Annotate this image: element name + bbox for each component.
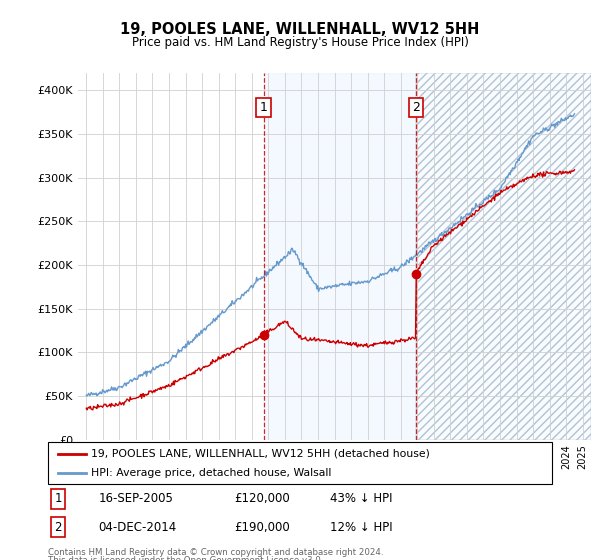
- Text: Contains HM Land Registry data © Crown copyright and database right 2024.: Contains HM Land Registry data © Crown c…: [48, 548, 383, 557]
- FancyBboxPatch shape: [48, 442, 552, 484]
- Text: 2: 2: [55, 521, 62, 534]
- Text: 1: 1: [260, 101, 268, 114]
- Text: 43% ↓ HPI: 43% ↓ HPI: [330, 492, 393, 506]
- Text: This data is licensed under the Open Government Licence v3.0.: This data is licensed under the Open Gov…: [48, 556, 323, 560]
- Bar: [416, 73, 591, 440]
- Text: 19, POOLES LANE, WILLENHALL, WV12 5HH: 19, POOLES LANE, WILLENHALL, WV12 5HH: [121, 22, 479, 38]
- Text: Price paid vs. HM Land Registry's House Price Index (HPI): Price paid vs. HM Land Registry's House …: [131, 36, 469, 49]
- Text: HPI: Average price, detached house, Walsall: HPI: Average price, detached house, Wals…: [91, 468, 331, 478]
- Text: 12% ↓ HPI: 12% ↓ HPI: [330, 521, 393, 534]
- Text: £120,000: £120,000: [235, 492, 290, 506]
- Text: £190,000: £190,000: [235, 521, 290, 534]
- Text: 19, POOLES LANE, WILLENHALL, WV12 5HH (detached house): 19, POOLES LANE, WILLENHALL, WV12 5HH (d…: [91, 449, 430, 459]
- Bar: [416, 73, 591, 440]
- Bar: [263, 73, 416, 440]
- Text: 1: 1: [55, 492, 62, 506]
- Text: 2: 2: [412, 101, 420, 114]
- Text: 04-DEC-2014: 04-DEC-2014: [98, 521, 176, 534]
- Text: 16-SEP-2005: 16-SEP-2005: [98, 492, 173, 506]
